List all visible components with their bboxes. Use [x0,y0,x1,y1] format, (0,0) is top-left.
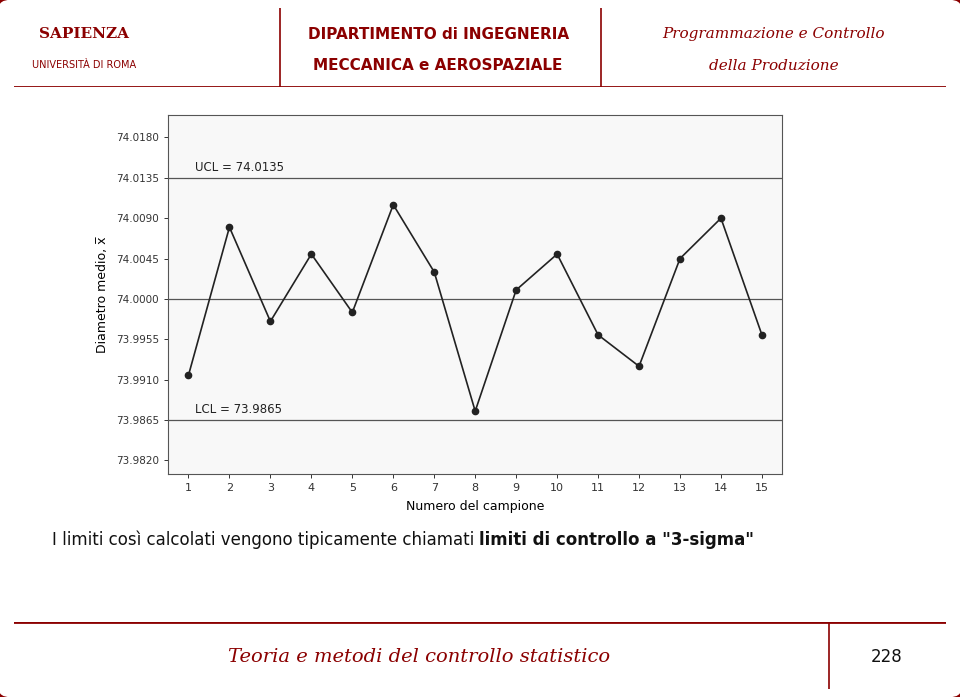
X-axis label: Numero del campione: Numero del campione [406,500,544,513]
Text: DIPARTIMENTO di INGEGNERIA: DIPARTIMENTO di INGEGNERIA [307,27,568,42]
Text: SAPIENZA: SAPIENZA [39,26,130,40]
Text: I limiti così calcolati vengono tipicamente chiamati: I limiti così calcolati vengono tipicame… [52,531,479,549]
Text: Teoria e metodi del controllo statistico: Teoria e metodi del controllo statistico [228,648,611,666]
Text: della Produzione: della Produzione [708,59,838,73]
Text: Programmazione e Controllo: Programmazione e Controllo [662,27,884,41]
Text: LCL = 73.9865: LCL = 73.9865 [195,403,281,416]
Text: UNIVERSITÀ DI ROMA: UNIVERSITÀ DI ROMA [33,60,136,70]
Text: MECCANICA e AEROSPAZIALE: MECCANICA e AEROSPAZIALE [313,59,563,73]
Y-axis label: Diametro medio, x̅: Diametro medio, x̅ [96,236,108,353]
Text: UCL = 74.0135: UCL = 74.0135 [195,161,283,174]
Text: limiti di controllo a "3-sigma": limiti di controllo a "3-sigma" [479,531,755,549]
Text: 228: 228 [871,648,902,666]
